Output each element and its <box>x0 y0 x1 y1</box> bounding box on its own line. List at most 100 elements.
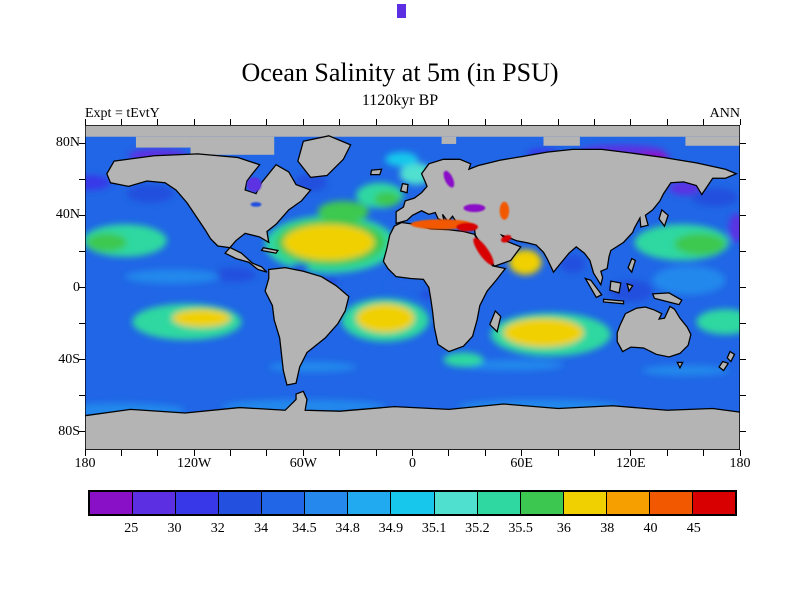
plot-corner-mark <box>397 4 406 18</box>
colorbar-segment <box>433 492 477 514</box>
madagascar <box>489 309 502 333</box>
south-atlantic-gyre-core-region <box>356 303 415 333</box>
new-guinea <box>651 292 683 306</box>
lat-tick <box>79 431 85 433</box>
colorbar-label: 35.2 <box>465 521 490 536</box>
agulhas-retroflection-region <box>443 352 484 367</box>
lon-tick <box>703 450 705 456</box>
lon-tick <box>557 119 559 125</box>
gulf-stream-extension-region <box>317 200 369 223</box>
lon-tick <box>557 450 559 456</box>
colorbar-label: 34.5 <box>292 521 317 536</box>
figure-title: Ocean Salinity at 5m (in PSU) <box>241 58 559 87</box>
colorbar-segment <box>605 492 649 514</box>
colorbar-segment <box>390 492 434 514</box>
south-pacific-gyre-core-region <box>172 309 231 328</box>
colorbar-segment <box>476 492 520 514</box>
canadian-archipelago <box>190 136 275 155</box>
gulf-of-alaska-region <box>126 184 175 203</box>
lon-tick <box>193 450 195 456</box>
north-america <box>106 153 312 273</box>
colorbar-label: 34 <box>254 521 269 536</box>
lon-tick <box>739 450 741 456</box>
lat-tick-label: 40N <box>55 207 80 223</box>
british-isles <box>399 182 409 194</box>
lon-tick <box>412 119 413 125</box>
lat-tick <box>79 395 85 397</box>
lat-tick <box>79 359 85 361</box>
uk-west-high-salinity-region <box>374 191 400 207</box>
new-zealand-south <box>718 360 730 372</box>
lat-tick <box>740 287 746 288</box>
greenland-sea-region <box>385 152 418 167</box>
hudson-bay-fresh-region <box>246 177 262 192</box>
colorbar-label: 36 <box>556 521 571 536</box>
bering-sea-fresh-region <box>85 175 111 190</box>
lon-tick-label: 60W <box>289 456 317 471</box>
sumatra <box>583 277 603 299</box>
lat-tick <box>740 214 746 216</box>
lon-tick <box>484 119 486 125</box>
lat-tick <box>740 178 746 180</box>
north-pacific-west-core-region <box>674 233 726 255</box>
lon-tick <box>339 450 341 456</box>
colorbar-label: 35.5 <box>508 521 533 536</box>
africa <box>382 221 507 353</box>
lon-tick <box>666 450 668 456</box>
colorbar-label: 35.1 <box>421 521 447 536</box>
java <box>602 298 625 305</box>
new-zealand-north <box>726 350 736 363</box>
lon-tick <box>375 450 377 456</box>
lon-tick <box>302 450 304 456</box>
eurasia <box>395 148 739 287</box>
lon-tick <box>666 119 668 125</box>
colorbar-segment <box>304 492 348 514</box>
lat-tick-label: 0 <box>73 279 80 295</box>
lon-tick <box>230 450 232 456</box>
lon-tick <box>484 450 486 456</box>
baltic-sea-region <box>443 170 455 188</box>
land-layer <box>85 125 740 450</box>
lat-tick <box>740 323 746 325</box>
colorbar-segment <box>218 492 262 514</box>
lon-tick <box>448 119 450 125</box>
philippines <box>627 257 637 274</box>
lon-tick <box>266 119 268 125</box>
lat-tick <box>79 287 85 288</box>
lat-tick <box>740 250 746 252</box>
indian-gyre-core-region <box>503 318 584 348</box>
borneo <box>609 280 622 294</box>
inland-seas-layer <box>246 170 512 265</box>
southern-ocean-streak-indian-region <box>461 359 564 371</box>
lon-tick-label: 180 <box>74 456 96 471</box>
lon-tick <box>521 119 523 125</box>
greenland <box>297 135 352 179</box>
nw-pacific-fresh-patch-region <box>729 213 740 243</box>
lat-tick <box>740 359 746 361</box>
australia <box>616 305 692 358</box>
southern-ocean-streak-pacific-region <box>641 365 730 376</box>
lon-tick <box>521 450 523 456</box>
colorbar-label: 40 <box>643 521 658 536</box>
black-sea-region <box>463 204 486 213</box>
colorbar-segment <box>132 492 176 514</box>
lon-tick <box>703 119 705 125</box>
north-pacific-east-core-region <box>86 233 127 252</box>
colorbar <box>88 490 737 516</box>
antarctica <box>85 390 740 450</box>
sulawesi <box>626 282 634 293</box>
lon-tick-label: 60E <box>510 456 533 471</box>
lon-tick <box>230 119 232 125</box>
lon-tick <box>84 450 86 456</box>
colorbar-label: 34.9 <box>378 521 404 536</box>
eastern-mediterranean-region <box>456 222 478 232</box>
season-label: ANN <box>709 106 740 121</box>
colorbar-label: 30 <box>167 521 182 536</box>
colorbar-segment <box>261 492 305 514</box>
lon-tick <box>84 119 86 125</box>
lon-tick-label: 120W <box>177 456 212 471</box>
persian-gulf-region <box>501 235 512 243</box>
north-atlantic-gyre-core-region <box>283 224 375 261</box>
caspian-sea-region <box>499 201 510 220</box>
